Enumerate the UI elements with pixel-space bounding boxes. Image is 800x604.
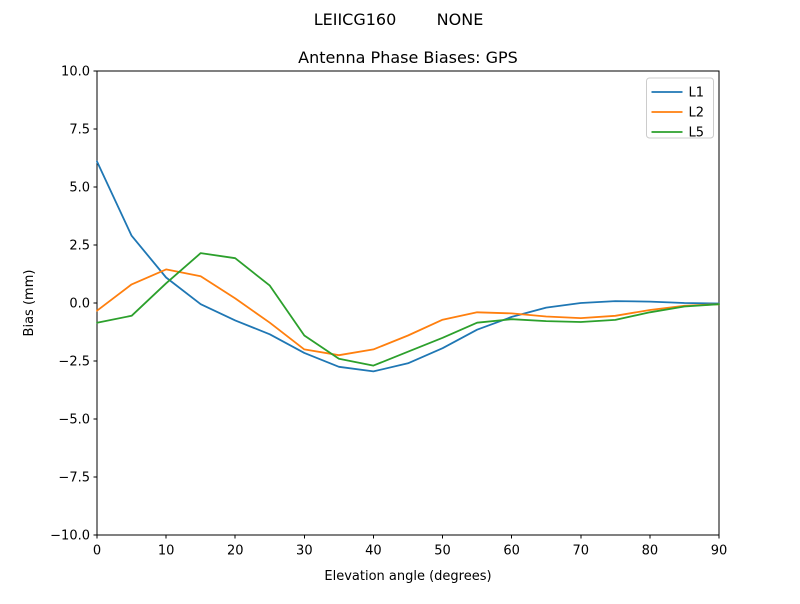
y-tick-label: −2.5 [58,355,90,370]
y-tick-label: 2.5 [69,239,90,254]
data-series [96,160,720,373]
legend-box [646,77,714,139]
y-tick-label: −5.0 [58,413,90,428]
y-tick-label: 0.0 [69,297,90,312]
axis-ticks: 0 10 20 30 40 50 60 70 80 90 10.0 7.5 5.0 2.5 0.0 −2.5 −… [50,65,727,559]
x-tick-label: 30 [296,543,313,558]
series-line-L2 [96,268,720,357]
series-line-L5 [96,252,720,367]
x-axis-label: Elevation angle (degrees) [324,569,491,584]
figure-title-model: NONE [437,10,484,29]
y-tick-label: 10.0 [61,65,90,80]
x-tick-label: 70 [573,543,590,558]
plot-border [96,70,720,536]
legend-label: L5 [689,126,705,141]
figure-title-station: LEIICG160 [314,10,397,29]
legend-label: L2 [689,106,705,121]
x-tick-label: 40 [365,543,382,558]
y-tick-label: −7.5 [58,471,90,486]
y-tick-label: −10.0 [50,529,90,544]
y-axis-label: Bias (mm) [22,270,37,337]
legend: L1 L2 L5 [646,77,714,141]
series-line-L1 [96,160,720,373]
y-tick-label: 7.5 [69,123,90,138]
x-tick-label: 60 [503,543,520,558]
x-tick-label: 10 [158,543,175,558]
axes-title: Antenna Phase Biases: GPS [298,48,518,67]
legend-label: L1 [689,86,705,101]
y-tick-label: 5.0 [69,181,90,196]
x-tick-label: 80 [642,543,659,558]
x-tick-label: 0 [93,543,101,558]
x-tick-label: 50 [434,543,451,558]
x-tick-label: 90 [711,543,728,558]
x-tick-label: 20 [227,543,244,558]
